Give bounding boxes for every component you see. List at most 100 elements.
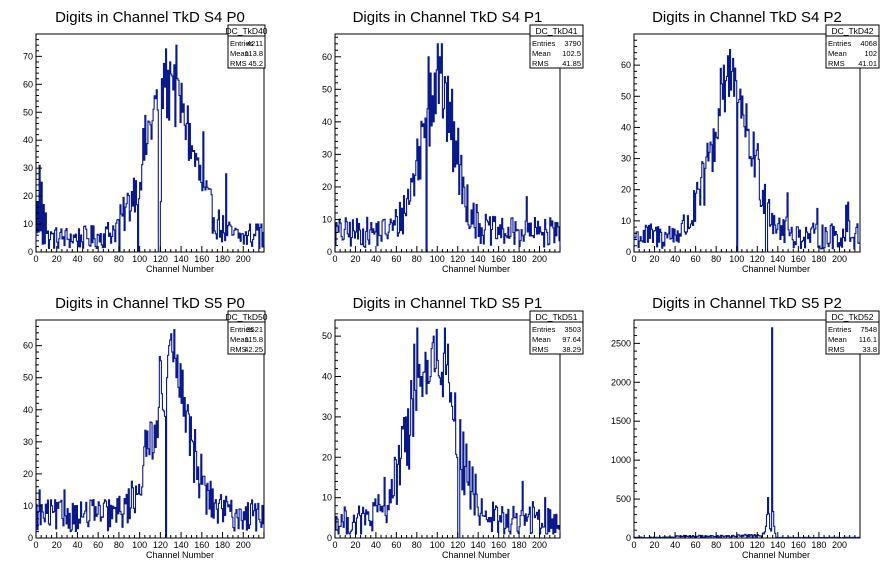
- y-tick-label: 50: [322, 84, 332, 94]
- y-tick-label: 10: [23, 501, 33, 511]
- stats-box: [529, 24, 584, 69]
- histogram-panel: Digits in Channel TkD S4 P10 20 40 60 80 100 1…: [322, 9, 584, 274]
- stats-box: [227, 24, 266, 69]
- x-tick-label: 140: [174, 254, 189, 264]
- stats-value: 7548: [860, 325, 877, 334]
- x-tick-label: 140: [770, 254, 785, 264]
- stats-label: Entries: [828, 325, 852, 334]
- x-tick-label: 0: [332, 540, 337, 550]
- stats-value: 33.8: [862, 345, 877, 354]
- x-axis-title: Channel Number: [442, 550, 510, 560]
- x-tick-label: 60: [93, 254, 103, 264]
- x-tick-label: 40: [72, 254, 82, 264]
- histogram-panel: Digits in Channel TkD S4 P00 20 40 60 80 100 1…: [23, 9, 268, 274]
- y-tick-label: 40: [621, 122, 631, 132]
- x-tick-label: 0: [33, 254, 38, 264]
- x-tick-label: 140: [174, 540, 189, 550]
- x-tick-label: 160: [791, 540, 806, 550]
- y-tick-label: 50: [23, 107, 33, 117]
- histogram-panel: Digits in Channel TkD S5 P00 20 40 60 80 100 1…: [23, 295, 268, 560]
- x-tick-label: 80: [711, 540, 721, 550]
- x-tick-label: 80: [412, 254, 422, 264]
- stats-name: DC_TkD51: [535, 312, 577, 322]
- y-tick-label: 30: [23, 163, 33, 173]
- x-tick-label: 200: [532, 540, 547, 550]
- stats-label: RMS: [230, 345, 247, 354]
- stats-box: [825, 24, 880, 69]
- x-tick-label: 120: [153, 254, 168, 264]
- x-tick-label: 200: [832, 540, 847, 550]
- stats-label: Mean: [230, 335, 249, 344]
- stats-name: DC_TkD41: [535, 26, 577, 36]
- x-tick-label: 160: [194, 540, 209, 550]
- y-tick-label: 60: [23, 79, 33, 89]
- y-tick-label: 1500: [611, 416, 631, 426]
- stats-value: 3503: [564, 325, 581, 334]
- stats-box: [227, 310, 266, 355]
- x-tick-label: 80: [114, 254, 124, 264]
- x-tick-label: 100: [430, 254, 445, 264]
- x-axis-title: Channel Number: [742, 550, 810, 560]
- x-tick-label: 120: [750, 540, 765, 550]
- histogram-line: [633, 49, 861, 253]
- stats-name: DC_TkD50: [225, 312, 267, 322]
- y-tick-label: 500: [616, 494, 631, 504]
- stats-value: 113.8: [245, 49, 263, 58]
- y-tick-label: 10: [621, 216, 631, 226]
- histogram-line: [35, 44, 265, 253]
- chart-title: Digits in Channel TkD S4 P1: [353, 9, 543, 26]
- x-tick-label: 200: [832, 254, 847, 264]
- y-tick-label: 10: [23, 219, 33, 229]
- x-tick-label: 40: [371, 254, 381, 264]
- x-tick-label: 180: [811, 254, 826, 264]
- stats-box: [825, 310, 880, 355]
- x-tick-label: 60: [391, 540, 401, 550]
- x-tick-label: 100: [132, 254, 147, 264]
- x-tick-label: 100: [132, 540, 147, 550]
- stats-label: Mean: [828, 49, 847, 58]
- y-tick-label: 20: [621, 185, 631, 195]
- x-axis-title: Channel Number: [742, 264, 810, 274]
- x-tick-label: 160: [194, 254, 209, 264]
- x-tick-label: 60: [691, 540, 701, 550]
- x-tick-label: 80: [711, 254, 721, 264]
- x-tick-label: 100: [430, 540, 445, 550]
- x-tick-label: 180: [512, 254, 527, 264]
- x-tick-label: 80: [114, 540, 124, 550]
- x-tick-label: 60: [93, 540, 103, 550]
- stats-label: Entries: [532, 39, 556, 48]
- stats-label: RMS: [532, 345, 549, 354]
- y-tick-label: 0: [28, 247, 33, 257]
- stats-label: RMS: [828, 59, 845, 68]
- y-tick-label: 0: [327, 533, 332, 543]
- x-tick-label: 20: [52, 540, 62, 550]
- y-tick-label: 0: [626, 247, 631, 257]
- stats-label: Entries: [532, 325, 556, 334]
- x-tick-label: 0: [33, 540, 38, 550]
- x-tick-label: 120: [750, 254, 765, 264]
- x-tick-label: 160: [491, 254, 506, 264]
- x-tick-label: 140: [770, 540, 785, 550]
- stats-value: 38.29: [562, 345, 581, 354]
- x-tick-label: 40: [670, 540, 680, 550]
- y-tick-label: 60: [621, 60, 631, 70]
- x-tick-label: 200: [236, 540, 251, 550]
- x-tick-label: 120: [153, 540, 168, 550]
- y-tick-label: 10: [322, 214, 332, 224]
- stats-label: RMS: [532, 59, 549, 68]
- x-tick-label: 100: [729, 254, 744, 264]
- y-tick-label: 60: [23, 341, 33, 351]
- x-tick-label: 200: [236, 254, 251, 264]
- stats-label: Mean: [532, 49, 551, 58]
- y-tick-label: 30: [621, 154, 631, 164]
- y-tick-label: 2000: [611, 377, 631, 387]
- histogram-line: [633, 327, 861, 539]
- stats-label: Mean: [828, 335, 847, 344]
- x-tick-label: 20: [650, 254, 660, 264]
- y-tick-label: 30: [322, 149, 332, 159]
- chart-title: Digits in Channel TkD S5 P2: [652, 295, 842, 312]
- stats-name: DC_TkD40: [225, 26, 267, 36]
- histogram-panel: Digits in Channel TkD S5 P2 0 20 40 60 80 100 1…: [611, 295, 880, 560]
